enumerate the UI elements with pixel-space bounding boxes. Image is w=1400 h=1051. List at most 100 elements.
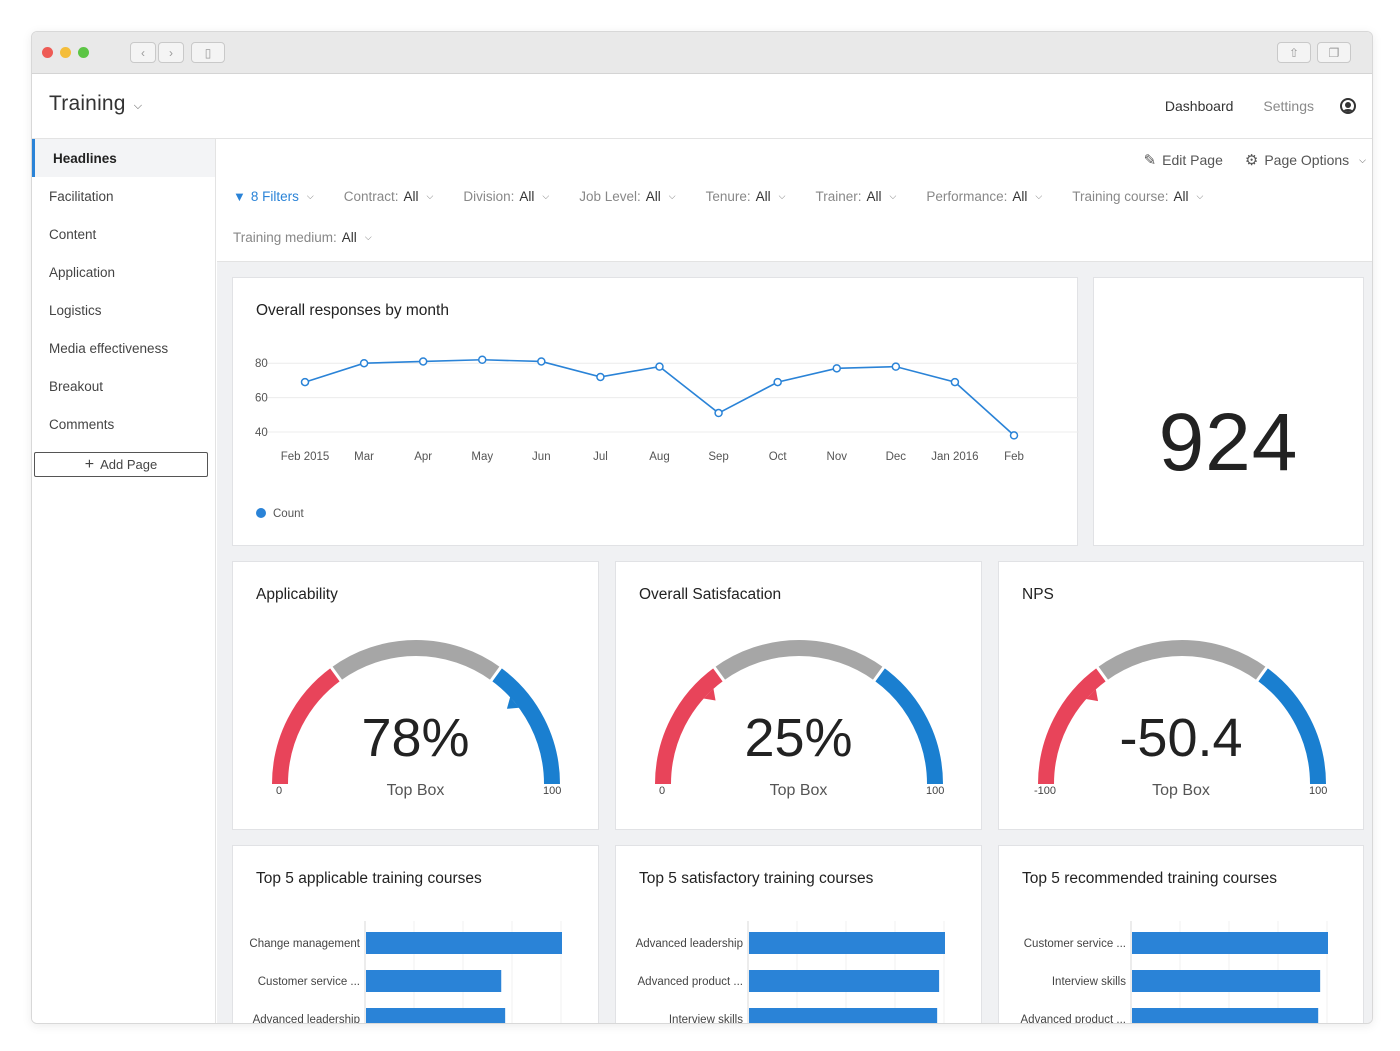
- filter-label: Training medium:: [233, 230, 337, 245]
- legend-label[interactable]: Count: [273, 508, 304, 520]
- bar[interactable]: [366, 1008, 506, 1024]
- back-button[interactable]: ‹: [130, 42, 156, 63]
- edit-page-label: Edit Page: [1162, 152, 1223, 168]
- sidebar-item-label: Facilitation: [49, 188, 114, 204]
- maximize-window-button[interactable]: [78, 47, 89, 58]
- satisfaction-gauge: [655, 640, 943, 785]
- filter-training-course[interactable]: Training course: All ⌵: [1072, 189, 1203, 204]
- nav-dashboard[interactable]: Dashboard: [1164, 98, 1234, 114]
- filter-training-medium[interactable]: Training medium: All ⌵: [233, 230, 372, 245]
- filter-division[interactable]: Division: All ⌵: [463, 189, 549, 204]
- x-tick-label: Nov: [827, 451, 848, 463]
- sidebar-item-label: Media effectiveness: [49, 340, 169, 356]
- main-content: ✎ Edit Page ⚙ Page Options ⌵ ▼ 8 Filters ⌵ …: [217, 139, 1372, 1024]
- data-point[interactable]: [891, 362, 901, 371]
- bar[interactable]: [366, 932, 562, 954]
- sidebar: Headlines Facilitation Content Applicati…: [32, 139, 216, 1023]
- sidebar-toggle-button[interactable]: ▯: [191, 42, 225, 63]
- x-tick-label: May: [471, 451, 493, 463]
- bar[interactable]: [1132, 932, 1328, 954]
- gauge-separator: [1255, 665, 1269, 683]
- forward-button[interactable]: ›: [158, 42, 184, 63]
- sidebar-item-application[interactable]: Application: [32, 253, 215, 291]
- gauge-value: 78%: [361, 708, 470, 768]
- gauge-band: [714, 640, 884, 681]
- filters-summary[interactable]: ▼ 8 Filters ⌵: [233, 189, 314, 204]
- top-satisfactory-chart: Advanced leadership Advanced product ... I…: [636, 921, 945, 1024]
- share-button[interactable]: ⇧: [1277, 42, 1311, 63]
- top-recommended-card: Top 5 recommended training courses Custo…: [998, 845, 1364, 1024]
- gauge-band: [1257, 667, 1326, 785]
- filter-list: ▼ 8 Filters ⌵ Contract: All ⌵ Division: All…: [233, 189, 1353, 245]
- data-point[interactable]: [478, 355, 487, 365]
- data-point[interactable]: [1009, 431, 1019, 440]
- nps-card: NPS -50.4 Top Box -100 100 -40 40: [998, 561, 1364, 830]
- bar[interactable]: [1132, 1008, 1319, 1024]
- user-icon[interactable]: [1340, 98, 1356, 114]
- gauge-subtitle: Top Box: [386, 782, 445, 799]
- bar-category-label: Interview skills: [669, 1014, 743, 1024]
- chevron-down-icon: ⌵: [542, 191, 550, 201]
- total-responses-value: 924: [1158, 397, 1299, 488]
- data-point[interactable]: [655, 362, 664, 371]
- close-window-button[interactable]: [42, 47, 53, 58]
- filter-label: Performance:: [926, 189, 1008, 204]
- minimize-window-button[interactable]: [60, 47, 71, 58]
- filter-bar: ✎ Edit Page ⚙ Page Options ⌵ ▼ 8 Filters ⌵ …: [217, 139, 1372, 262]
- bar[interactable]: [749, 1008, 938, 1024]
- bar[interactable]: [749, 932, 945, 954]
- chevron-down-icon: ⌵: [1035, 191, 1043, 201]
- sidebar-item-headlines[interactable]: Headlines: [32, 139, 215, 177]
- nav-settings[interactable]: Settings: [1263, 98, 1314, 114]
- filter-performance[interactable]: Performance: All ⌵: [926, 189, 1042, 204]
- filter-contract[interactable]: Contract: All ⌵: [344, 189, 434, 204]
- filter-value: All: [866, 189, 882, 204]
- bar-category-label: Advanced leadership: [636, 938, 743, 950]
- gauge-min: 0: [276, 785, 283, 797]
- pencil-icon: ✎: [1143, 152, 1157, 169]
- bar-category-label: Advanced product ...: [1021, 1014, 1126, 1024]
- chevron-right-icon: ›: [169, 45, 173, 60]
- filter-job-level[interactable]: Job Level: All ⌵: [579, 189, 675, 204]
- filter-tenure[interactable]: Tenure: All ⌵: [706, 189, 786, 204]
- page-options-button[interactable]: ⚙ Page Options ⌵: [1245, 151, 1366, 169]
- bar-category-label: Customer service ...: [1024, 938, 1126, 950]
- bar[interactable]: [366, 970, 502, 992]
- filter-value: All: [645, 189, 661, 204]
- data-point[interactable]: [950, 377, 960, 387]
- bar-category-label: Interview skills: [1052, 976, 1126, 988]
- data-point[interactable]: [418, 357, 428, 366]
- data-point[interactable]: [300, 377, 310, 387]
- tabs-button[interactable]: ❐: [1317, 42, 1351, 63]
- filter-label: Tenure:: [705, 189, 751, 204]
- sidebar-item-label: Application: [49, 264, 116, 280]
- sidebar-item-media-effectiveness[interactable]: Media effectiveness: [32, 329, 215, 367]
- data-point[interactable]: [773, 377, 782, 387]
- filter-value: All: [1173, 189, 1189, 204]
- gauge-max: 100: [926, 785, 945, 797]
- sidebar-item-content[interactable]: Content: [32, 215, 215, 253]
- add-page-button[interactable]: + Add Page: [34, 452, 208, 477]
- data-point[interactable]: [359, 358, 369, 368]
- sidebar-item-logistics[interactable]: Logistics: [32, 291, 215, 329]
- data-point[interactable]: [832, 364, 841, 373]
- data-point[interactable]: [714, 408, 723, 418]
- gauge-band: [1097, 640, 1267, 681]
- data-point[interactable]: [537, 357, 546, 366]
- sidebar-item-breakout[interactable]: Breakout: [32, 367, 215, 405]
- bar[interactable]: [749, 970, 940, 992]
- filter-label: Training course:: [1072, 189, 1169, 204]
- top-applicable-chart: Change management Customer service ... Adv…: [249, 921, 562, 1024]
- tabs-icon: ❐: [1328, 45, 1340, 60]
- sidebar-item-label: Comments: [49, 416, 115, 432]
- app-title-dropdown[interactable]: Training ⌵: [49, 92, 142, 116]
- filter-trainer[interactable]: Trainer: All ⌵: [815, 189, 896, 204]
- sidebar-item-facilitation[interactable]: Facilitation: [32, 177, 215, 215]
- plus-icon: +: [84, 455, 95, 473]
- x-tick-label: Sep: [708, 451, 728, 463]
- bar[interactable]: [1132, 970, 1321, 992]
- edit-page-button[interactable]: ✎ Edit Page: [1144, 151, 1223, 169]
- applicability-card: Applicability 78% Top Box 0 100 30 70: [232, 561, 599, 830]
- data-point[interactable]: [596, 372, 605, 382]
- sidebar-item-comments[interactable]: Comments: [32, 405, 215, 443]
